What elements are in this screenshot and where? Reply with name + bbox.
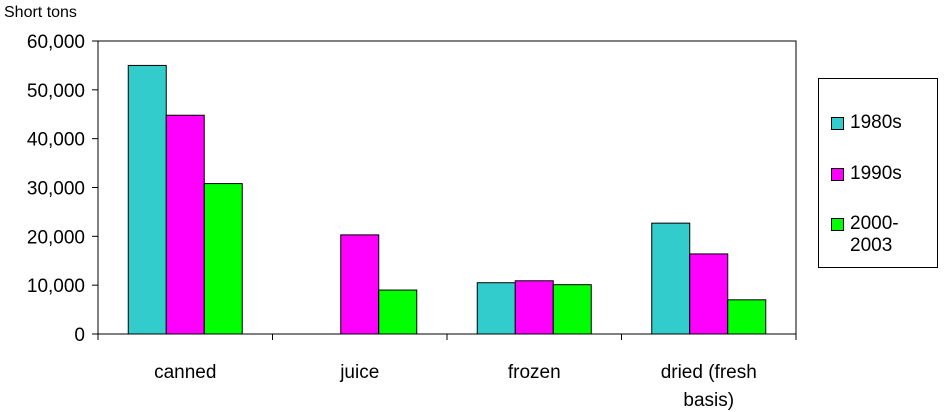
bar-2000-2003-2 <box>552 284 592 335</box>
y-axis-unit-label: Short tons <box>4 4 77 21</box>
bar-series <box>127 64 767 335</box>
y-tick-label: 20,000 <box>27 227 85 248</box>
y-tick-label: 0 <box>74 325 85 346</box>
x-category-label: juice <box>339 362 379 383</box>
bar-1990s-3 <box>689 253 729 335</box>
y-tick-label: 10,000 <box>27 276 85 297</box>
y-tick-label: 40,000 <box>27 130 85 151</box>
legend-swatch-2000-2003 <box>831 218 844 231</box>
x-category-label: canned <box>154 362 216 383</box>
y-axis: 0 10,000 20,000 30,000 40,000 50,000 60,000 <box>27 32 98 346</box>
y-tick-label: 50,000 <box>27 81 85 102</box>
x-category-label: frozen <box>508 362 561 383</box>
legend: 1980s 1990s 2000- 2003 <box>818 78 938 268</box>
legend-item-2000-2003: 2000- 2003 <box>831 213 930 257</box>
bar-1980s-3 <box>651 222 691 335</box>
bar-2000-2003-3 <box>727 299 767 335</box>
legend-swatch-1990s <box>831 168 844 181</box>
x-axis: canned juice frozen dried (fresh basis) <box>97 334 797 411</box>
legend-label-1990s: 1990s <box>850 163 902 184</box>
x-category-label: basis) <box>683 390 734 411</box>
bar-1990s-2 <box>514 280 554 335</box>
bar-1980s-2 <box>476 282 516 335</box>
legend-item-1990s: 1990s <box>831 163 930 185</box>
bar-1980s-0 <box>127 64 167 335</box>
legend-item-1980s: 1980s <box>831 112 930 134</box>
legend-swatch-1980s <box>831 117 844 130</box>
y-tick-label: 30,000 <box>27 179 85 200</box>
bar-1990s-1 <box>340 234 380 335</box>
legend-label-1980s: 1980s <box>850 112 902 133</box>
bar-1990s-0 <box>165 114 205 335</box>
y-tick-label: 60,000 <box>27 32 85 53</box>
bar-2000-2003-0 <box>203 183 243 335</box>
x-category-label: dried (fresh <box>661 362 757 383</box>
bar-2000-2003-1 <box>378 289 418 335</box>
legend-label-2000-2003: 2000- 2003 <box>850 213 899 256</box>
